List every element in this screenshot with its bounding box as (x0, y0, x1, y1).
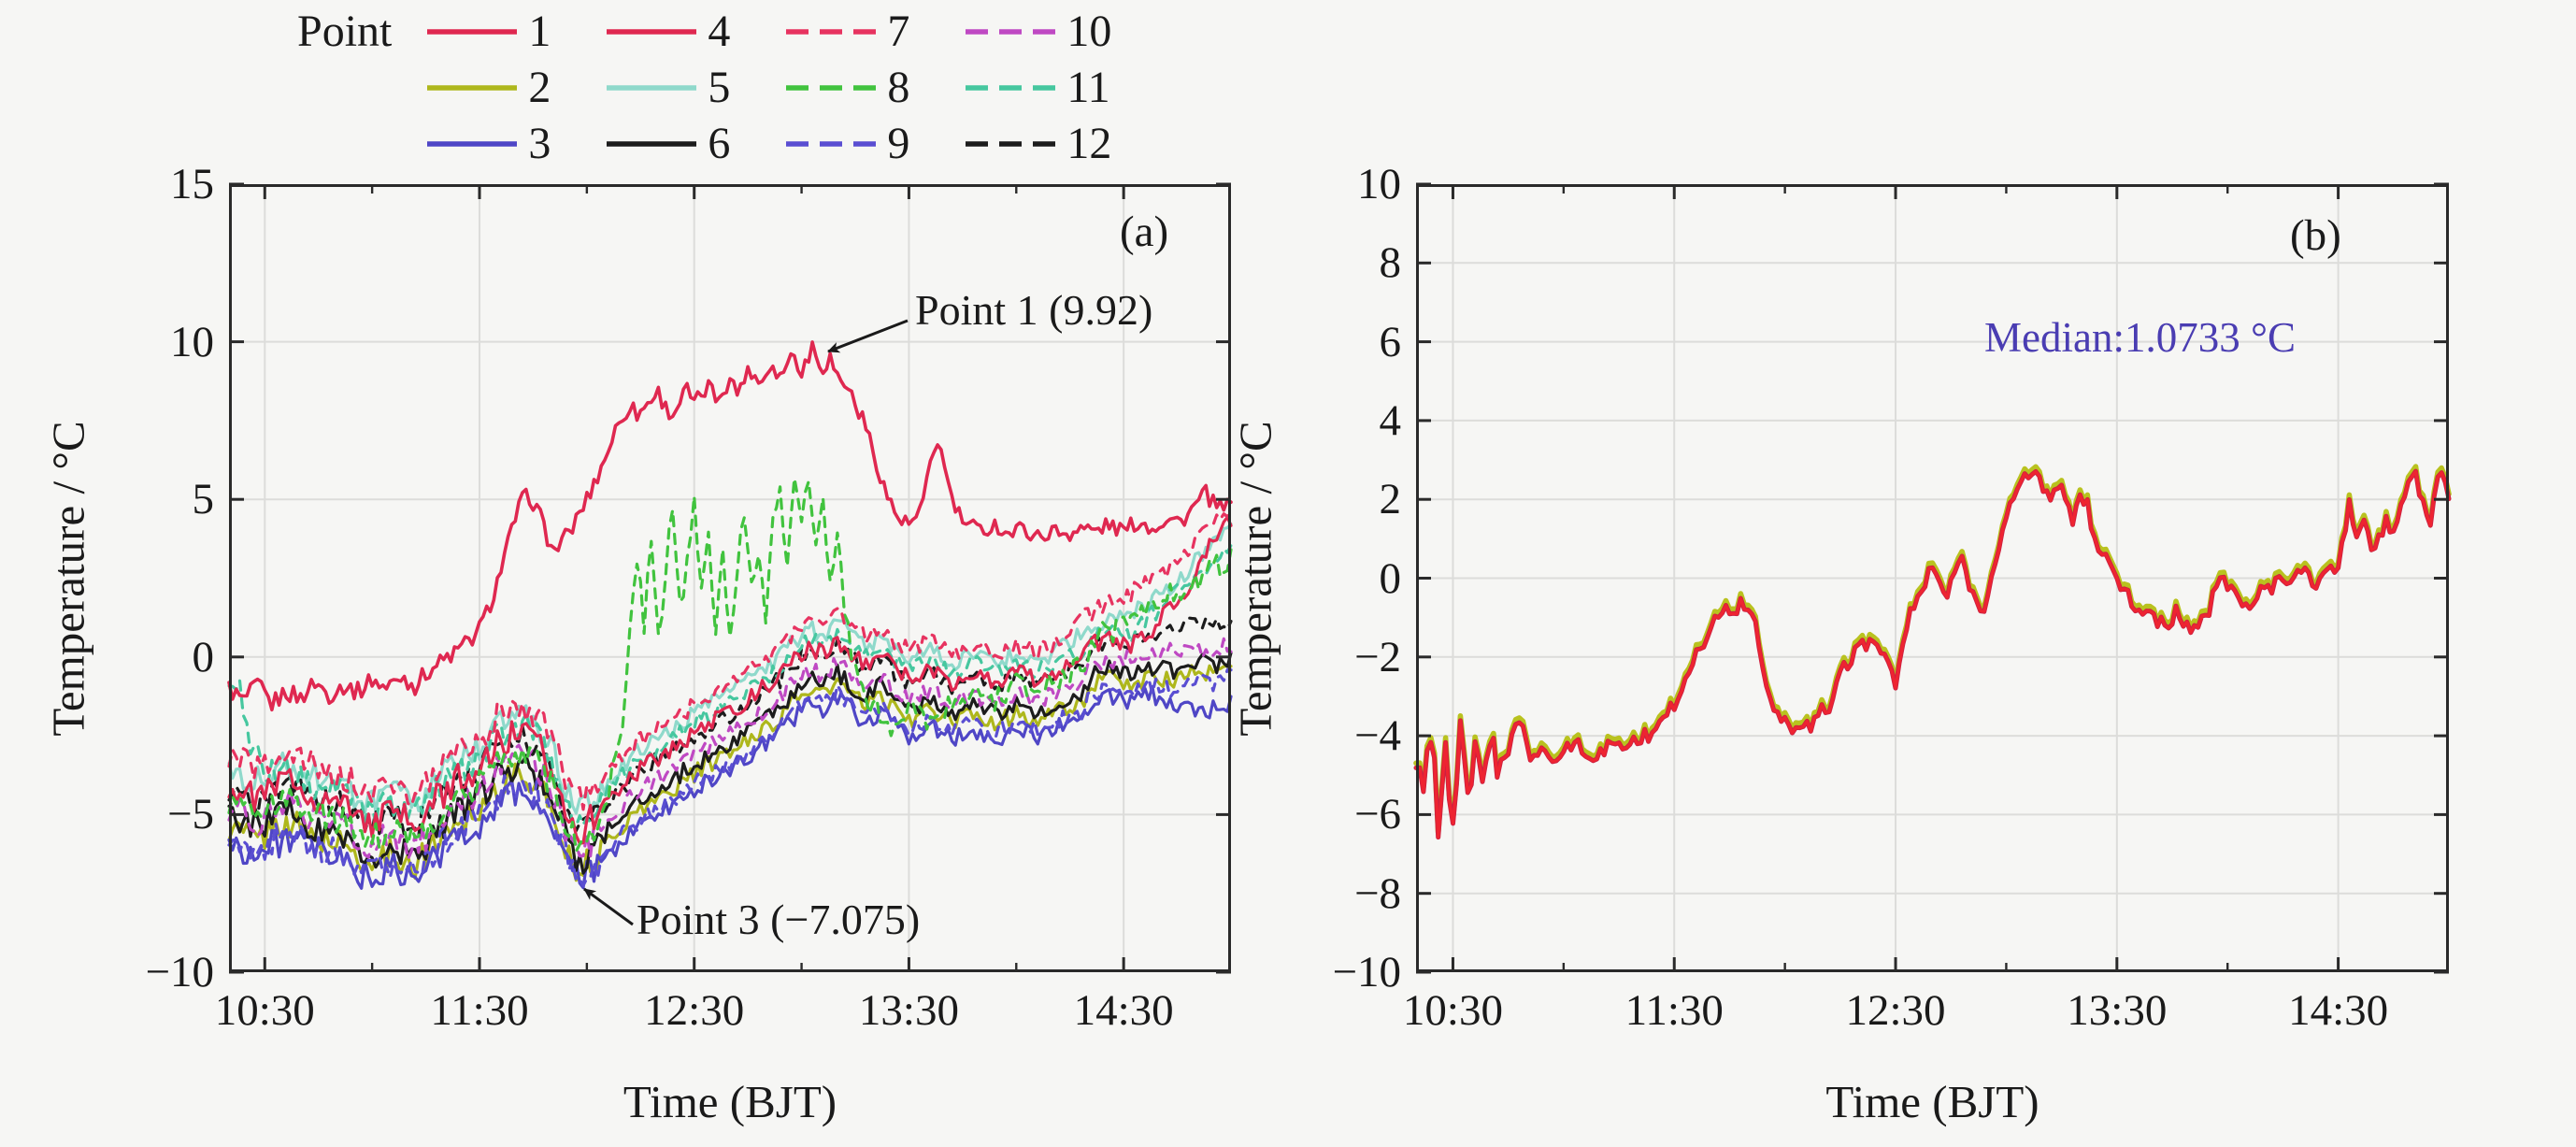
x-tick-label-11:30: 11:30 (1624, 986, 1724, 1035)
legend-label-point-10: 10 (1066, 7, 1112, 56)
series-point-6-line (227, 651, 1233, 875)
legend-column-1: 1 2 3 (427, 4, 607, 172)
legend-item-point-10: 10 (966, 4, 1145, 60)
median-annotation: Median:1.0733 °C (1984, 314, 2296, 361)
series-crimson-shadow-line (1413, 468, 2452, 840)
panel-b: 10 8 6 4 2 0 −2 −4 −6 −8 −10 10:30 11:30 12:30 13:30 14… (1230, 160, 2452, 1127)
y-tick-label-8: 8 (1379, 238, 1402, 288)
legend-item-point-3: 3 (427, 116, 607, 172)
legend-title: Point (297, 7, 393, 56)
x-tick-label-10:30: 10:30 (214, 986, 315, 1035)
legend-label-point-4: 4 (708, 7, 731, 56)
y-tick-label-−10: −10 (1332, 948, 1401, 996)
series-point-5-line (227, 522, 1233, 815)
annotation-arrow-p3 (583, 887, 634, 926)
legend-swatch-point-9 (786, 141, 877, 147)
x-tick-label-14:30: 14:30 (1073, 986, 1174, 1035)
series-point-9-line (227, 667, 1233, 887)
panel-a-x-axis-title: Time (BJT) (623, 1076, 837, 1127)
legend-swatch-point-3 (427, 141, 518, 147)
panel-b-y-axis-title: Temperature / °C (1229, 420, 1281, 737)
x-tick-label-13:30: 13:30 (858, 986, 959, 1035)
legend-swatch-point-12 (966, 141, 1056, 147)
y-tick-label-−4: −4 (1353, 711, 1401, 761)
legend-label-point-12: 12 (1066, 119, 1112, 168)
x-tick-label-12:30: 12:30 (1845, 986, 1946, 1035)
y-tick-label-2: 2 (1379, 475, 1402, 524)
y-tick-label-−2: −2 (1353, 632, 1401, 681)
legend-item-point-7: 7 (786, 4, 966, 60)
y-tick-label-15: 15 (170, 160, 214, 208)
legend-item-point-1: 1 (427, 4, 607, 60)
legend-swatch-point-2 (427, 85, 518, 91)
panel-b-label: (b) (2290, 211, 2341, 260)
legend-swatch-point-8 (786, 85, 877, 91)
plot-frame (229, 184, 1231, 972)
legend-label-point-8: 8 (887, 63, 910, 112)
legend-item-point-4: 4 (607, 4, 786, 60)
panel-a-y-axis-title: Temperature / °C (42, 420, 94, 737)
legend-column-2: 4 5 6 (607, 4, 786, 172)
legend-items: 1 2 3 4 5 6 7 8 9 10 11 12 (427, 4, 1145, 172)
legend-item-point-6: 6 (607, 116, 786, 172)
legend-column-4: 10 11 12 (966, 4, 1145, 172)
y-tick-label-10: 10 (1357, 160, 1401, 208)
x-tick-label-14:30: 14:30 (2288, 986, 2389, 1035)
legend-swatch-point-5 (607, 85, 697, 91)
series-red-median-line-line (1414, 469, 2451, 839)
annotation-point3-min: Point 3 (−7.075) (637, 896, 921, 943)
series-point-8-line (227, 476, 1233, 853)
y-tick-label-−10: −10 (145, 948, 214, 996)
panel-b-plot (1413, 182, 2452, 974)
series-point-1-line (227, 340, 1233, 712)
legend-swatch-point-11 (966, 85, 1056, 91)
legend-label-point-9: 9 (887, 119, 910, 168)
legend-item-point-2: 2 (427, 60, 607, 116)
legend-label-point-11: 11 (1066, 63, 1110, 112)
panel-a: 15 10 5 0 −5 −10 10:30 11:30 12:30 13:30 14:30 (a)… (43, 160, 1233, 1127)
legend-swatch-point-6 (607, 141, 697, 147)
legend-label-point-3: 3 (528, 119, 551, 168)
x-tick-label-13:30: 13:30 (2067, 986, 2168, 1035)
legend: Point 1 2 3 4 5 6 7 8 9 10 11 12 (297, 4, 1145, 172)
y-tick-label-10: 10 (170, 317, 214, 366)
legend-label-point-6: 6 (708, 119, 731, 168)
legend-swatch-point-10 (966, 29, 1056, 35)
y-tick-label-4: 4 (1379, 395, 1402, 445)
y-tick-label-0: 0 (1379, 553, 1402, 603)
y-tick-label-−8: −8 (1353, 868, 1401, 918)
legend-label-point-5: 5 (708, 63, 731, 112)
annotation-point1-max: Point 1 (9.92) (915, 286, 1153, 334)
y-tick-label-−6: −6 (1353, 790, 1401, 839)
legend-label-point-1: 1 (528, 7, 551, 56)
y-tick-label-−5: −5 (166, 790, 214, 839)
legend-item-point-11: 11 (966, 60, 1145, 116)
x-tick-label-11:30: 11:30 (430, 986, 529, 1035)
panel-a-plot (227, 182, 1233, 974)
legend-label-point-7: 7 (887, 7, 910, 56)
legend-item-point-12: 12 (966, 116, 1145, 172)
series-olive-underlay-line (1413, 464, 2452, 836)
y-tick-label-5: 5 (192, 475, 215, 524)
legend-swatch-point-4 (607, 29, 697, 35)
legend-item-point-5: 5 (607, 60, 786, 116)
legend-item-point-8: 8 (786, 60, 966, 116)
panel-a-label: (a) (1120, 208, 1169, 256)
x-tick-label-12:30: 12:30 (644, 986, 745, 1035)
panel-b-x-axis-title: Time (BJT) (1825, 1076, 2039, 1127)
y-tick-label-6: 6 (1379, 317, 1402, 366)
legend-swatch-point-1 (427, 29, 518, 35)
legend-label-point-2: 2 (528, 63, 551, 112)
legend-item-point-9: 9 (786, 116, 966, 172)
legend-column-3: 7 8 9 (786, 4, 966, 172)
legend-swatch-point-7 (786, 29, 877, 35)
series-point-10-line (227, 637, 1233, 861)
x-tick-label-10:30: 10:30 (1402, 986, 1503, 1035)
annotation-arrow-p1 (827, 319, 909, 353)
y-tick-label-0: 0 (192, 632, 215, 681)
